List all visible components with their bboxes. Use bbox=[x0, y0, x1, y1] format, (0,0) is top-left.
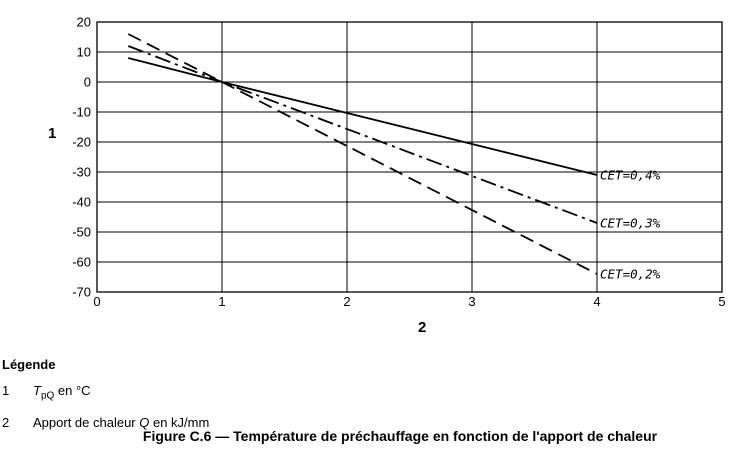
legend-number: 1 bbox=[2, 383, 10, 398]
x-tick-labels: 0 1 2 3 4 5 bbox=[93, 294, 725, 309]
grid bbox=[96, 21, 723, 293]
legend-text: TpQ en °C bbox=[33, 378, 91, 410]
series-label-3: CET=0,2% bbox=[600, 267, 661, 282]
series-label-2: CET=0,3% bbox=[600, 216, 661, 231]
legend-title: Légende bbox=[2, 357, 56, 372]
legend-text-after: en kJ/mm bbox=[149, 414, 210, 430]
y-tick-label: -50 bbox=[72, 225, 91, 240]
figure-caption: Figure C.6 — Température de préchauffage… bbox=[142, 428, 658, 444]
x-axis-label: 2 bbox=[418, 319, 426, 336]
legend-text-before: Apport de chaleur bbox=[33, 414, 140, 430]
legend-number: 2 bbox=[2, 414, 10, 430]
y-tick-label: -40 bbox=[72, 195, 91, 210]
series-lines bbox=[127, 33, 598, 275]
x-tick-label: 4 bbox=[593, 294, 600, 309]
x-tick-label: 2 bbox=[343, 294, 350, 309]
legend-subscript: pQ bbox=[40, 390, 55, 402]
legend-item-2: 2 Apport de chaleur Q en kJ/mm bbox=[2, 410, 209, 436]
y-tick-label: 10 bbox=[77, 45, 91, 60]
legend-item-1: 1 TpQ en °C bbox=[2, 378, 209, 410]
y-axis-label: 1 bbox=[48, 125, 56, 142]
x-tick-label: 3 bbox=[468, 294, 475, 309]
x-tick-label: 1 bbox=[218, 294, 225, 309]
legend: Légende 1 TpQ en °C 2 Apport de chaleur … bbox=[2, 352, 209, 436]
series-line-2 bbox=[127, 45, 598, 224]
legend-symbol: T bbox=[33, 383, 41, 398]
legend-unit: en °C bbox=[54, 383, 91, 398]
series-labels: CET=0,4% CET=0,3% CET=0,2% bbox=[600, 168, 661, 282]
chart: 20 10 0 -10 -20 -30 -40 -50 -60 -70 0 1 2 3 4 5 CET=0,… bbox=[48, 15, 726, 337]
y-tick-labels: 20 10 0 -10 -20 -30 -40 -50 -60 -70 bbox=[72, 15, 91, 300]
y-tick-label: -10 bbox=[72, 105, 91, 120]
legend-text: Apport de chaleur Q en kJ/mm bbox=[33, 410, 209, 436]
y-tick-label: -30 bbox=[72, 165, 91, 180]
x-tick-label: 0 bbox=[93, 294, 100, 309]
y-tick-label: -70 bbox=[72, 285, 91, 300]
y-tick-label: 0 bbox=[84, 75, 91, 90]
series-label-1: CET=0,4% bbox=[600, 168, 661, 183]
x-tick-label: 5 bbox=[718, 294, 725, 309]
legend-symbol: Q bbox=[139, 414, 150, 430]
y-tick-label: -60 bbox=[72, 255, 91, 270]
plot-frame bbox=[96, 21, 723, 293]
y-tick-label: 20 bbox=[77, 15, 91, 30]
series-line-1 bbox=[128, 57, 598, 176]
series-line-3 bbox=[127, 33, 598, 275]
y-tick-label: -20 bbox=[72, 135, 91, 150]
